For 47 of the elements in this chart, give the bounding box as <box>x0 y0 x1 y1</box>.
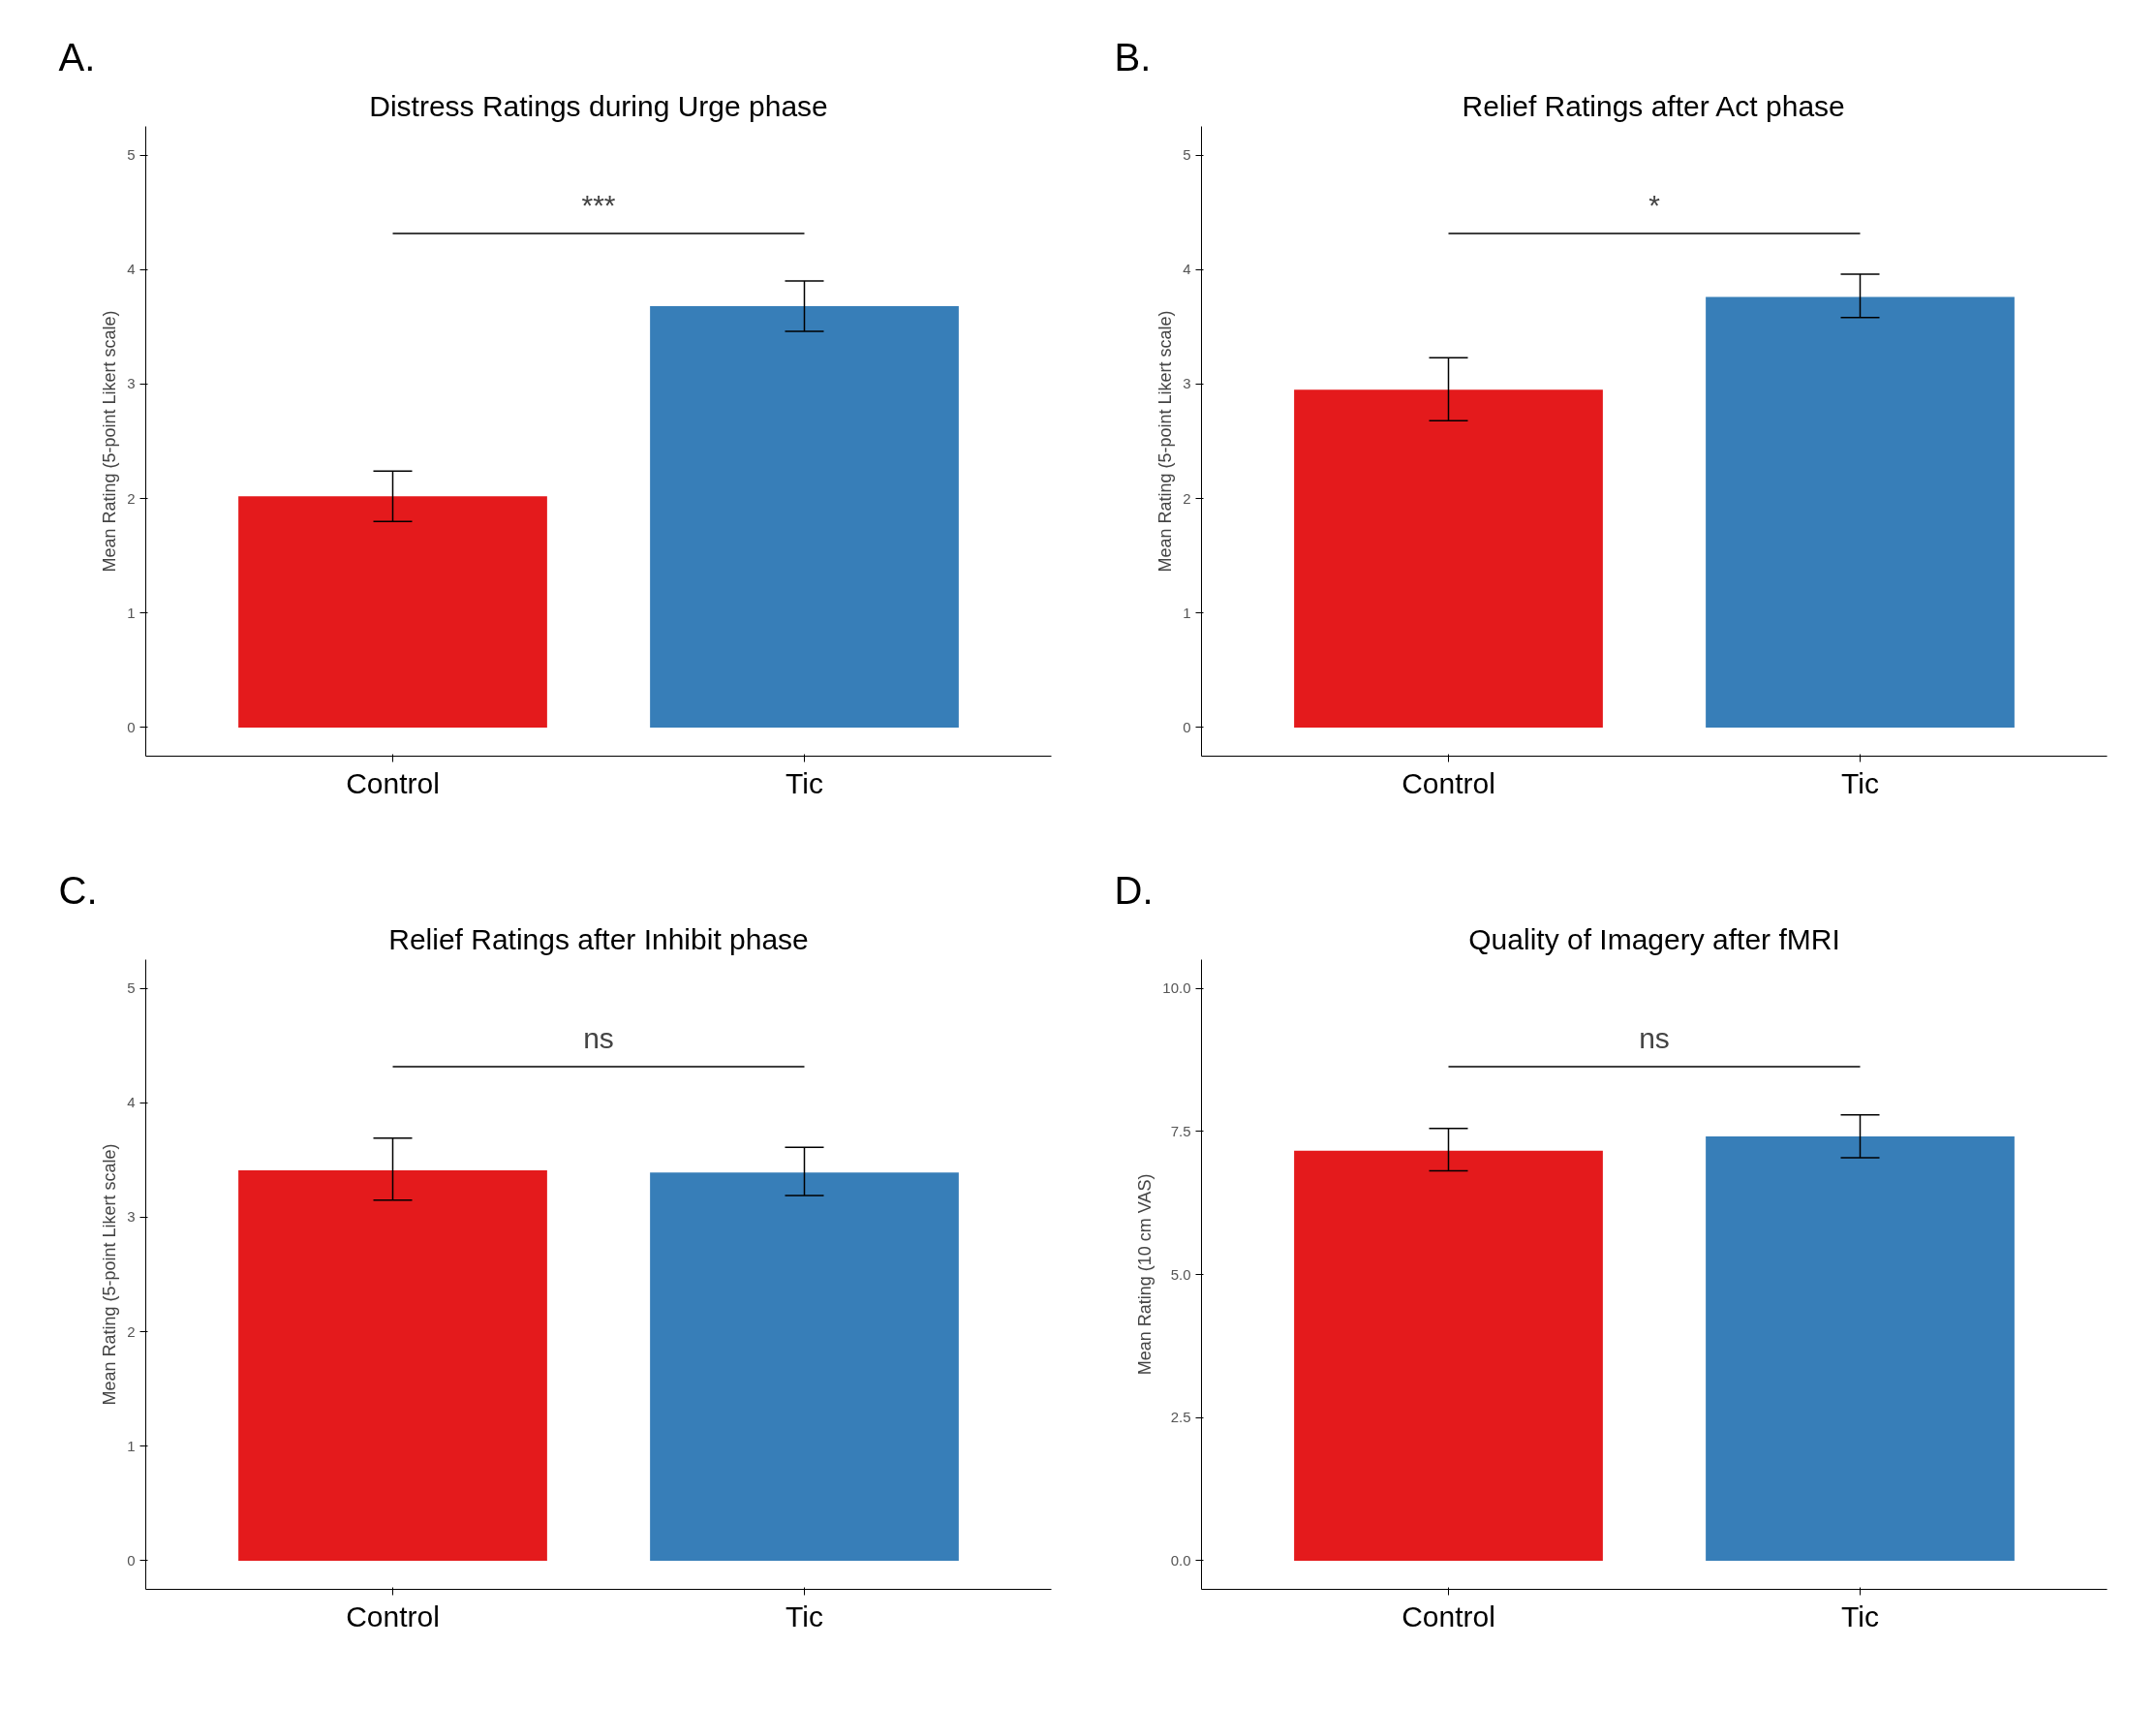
annotation: * <box>1648 189 1661 221</box>
y-tick-label: 2 <box>127 1322 136 1340</box>
text: C. <box>58 868 98 912</box>
y-axis-title: Mean Rating (10 cm VAS) <box>1135 1173 1155 1376</box>
y-tick-label: 1 <box>127 1437 136 1454</box>
text: D. <box>1114 868 1154 912</box>
y-tick-label: 3 <box>1183 375 1191 392</box>
y-tick-label: 4 <box>127 261 136 278</box>
y-tick-label: 0 <box>127 718 136 735</box>
y-tick-label: 5 <box>127 979 136 997</box>
y-tick-label: 5.0 <box>1170 1265 1191 1283</box>
text: B. <box>1114 35 1152 78</box>
x-tick-label: Tic <box>1841 1600 1879 1632</box>
annotation: ns <box>1639 1022 1670 1054</box>
y-tick-label: 5 <box>1183 146 1191 164</box>
y-tick-label: 3 <box>127 375 136 392</box>
x-tick-label: Tic <box>1841 766 1879 799</box>
x-tick-label: Control <box>346 1600 440 1632</box>
y-tick-label: 7.5 <box>1170 1122 1191 1139</box>
y-tick-label: 1 <box>1183 604 1191 621</box>
y-tick-label: 2 <box>127 489 136 507</box>
x-tick-label: Control <box>1401 1600 1495 1632</box>
chart-title: Relief Ratings after Act phase <box>1462 89 1845 122</box>
y-tick-label: 2.5 <box>1170 1409 1191 1426</box>
x-tick-label: Control <box>1401 766 1495 799</box>
y-tick-label: 4 <box>127 1094 136 1111</box>
text: A. <box>58 35 96 78</box>
y-tick-label: 0.0 <box>1170 1551 1191 1569</box>
chart-title: Distress Ratings during Urge phase <box>369 89 828 122</box>
chart-title: Quality of Imagery after fMRI <box>1468 922 1840 955</box>
chart-title: Relief Ratings after Inhibit phase <box>388 922 809 955</box>
annotation: ns <box>583 1022 614 1054</box>
y-axis-title: Mean Rating (5-point Likert scale) <box>100 1143 120 1406</box>
y-tick-label: 5 <box>127 146 136 164</box>
annotation: *** <box>581 189 616 221</box>
y-tick-label: 4 <box>1183 261 1191 278</box>
y-tick-label: 0 <box>1183 718 1191 735</box>
y-tick-label: 2 <box>1183 489 1191 507</box>
y-axis-title: Mean Rating (5-point Likert scale) <box>1155 310 1176 573</box>
y-tick-label: 1 <box>127 604 136 621</box>
y-tick-label: 3 <box>127 1208 136 1226</box>
y-tick-label: 10.0 <box>1162 979 1191 997</box>
y-axis-title: Mean Rating (5-point Likert scale) <box>100 310 120 573</box>
y-tick-label: 0 <box>127 1551 136 1569</box>
x-tick-label: Tic <box>785 766 823 799</box>
x-tick-label: Tic <box>785 1600 823 1632</box>
x-tick-label: Control <box>346 766 440 799</box>
